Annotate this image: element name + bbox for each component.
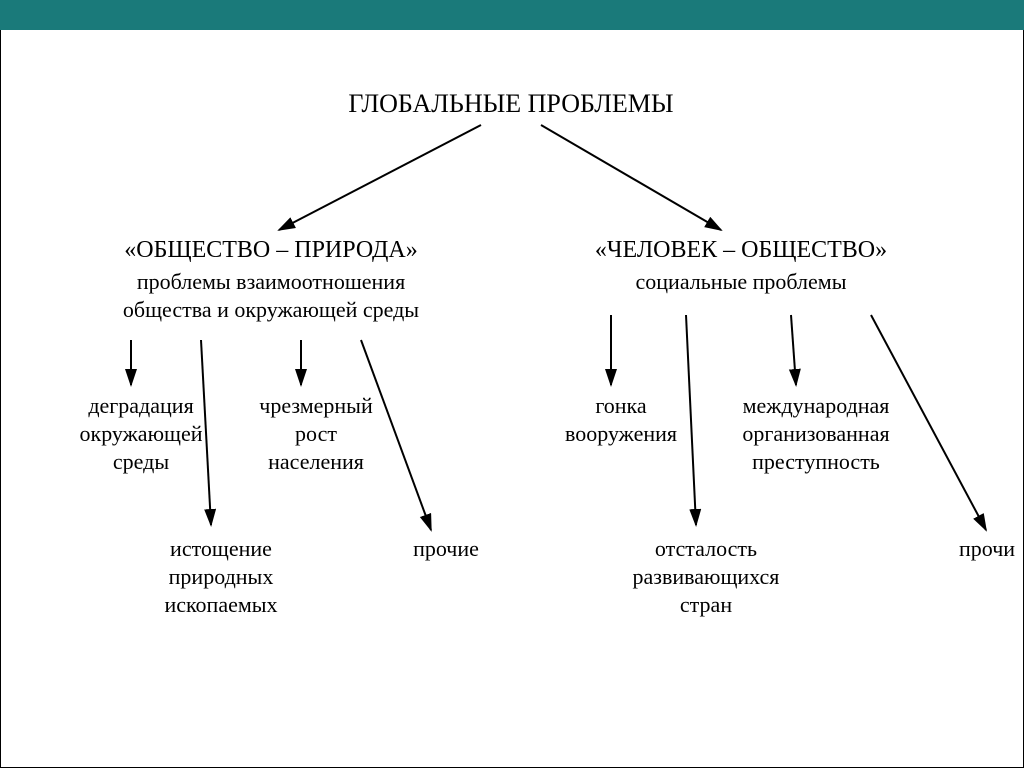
leaf-population-3: населения [241, 448, 391, 476]
left-branch-heading: «ОБЩЕСТВО – ПРИРОДА» [91, 235, 451, 265]
leaf-degradation-3: среды [71, 448, 211, 476]
leaf-backwardness-3: стран [611, 591, 801, 619]
diagram-canvas: ГЛОБАЛЬНЫЕ ПРОБЛЕМЫ «ОБЩЕСТВО – ПРИРОДА»… [0, 30, 1024, 768]
leaf-backwardness-1: отсталость [611, 535, 801, 563]
leaf-backwardness-2: развивающихся [611, 563, 801, 591]
leaf-other-left: прочие [396, 535, 496, 563]
leaf-degradation-2: окружающей [71, 420, 211, 448]
leaf-population-1: чрезмерный [241, 392, 391, 420]
right-branch-sub1: социальные проблемы [561, 268, 921, 296]
left-branch-sub2: общества и окружающей среды [81, 296, 461, 324]
leaf-degradation-1: деградация [71, 392, 211, 420]
leaf-depletion-2: природных [141, 563, 301, 591]
leaf-depletion-3: ископаемых [141, 591, 301, 619]
left-branch-sub1: проблемы взаимоотношения [91, 268, 451, 296]
leaf-crime-3: преступность [721, 448, 911, 476]
leaf-other-right: прочи [959, 535, 1024, 563]
root-title: ГЛОБАЛЬНЫЕ ПРОБЛЕМЫ [321, 88, 701, 121]
leaf-arms-2: вооружения [546, 420, 696, 448]
leaf-arms-1: гонка [546, 392, 696, 420]
leaf-crime-2: организованная [721, 420, 911, 448]
top-bar [0, 0, 1024, 30]
right-branch-heading: «ЧЕЛОВЕК – ОБЩЕСТВО» [561, 235, 921, 265]
leaf-crime-1: международная [721, 392, 911, 420]
leaf-depletion-1: истощение [141, 535, 301, 563]
leaf-population-2: рост [241, 420, 391, 448]
